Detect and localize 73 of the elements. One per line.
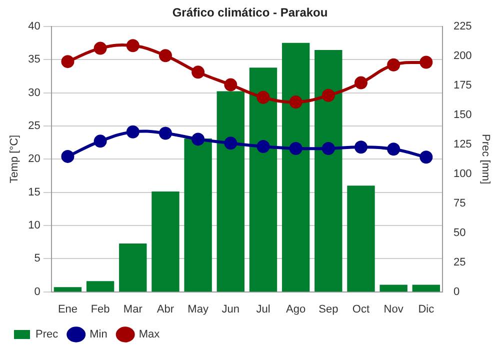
point (420, 56, 433, 69)
y-tick-label: 5 (34, 252, 40, 265)
bar (119, 243, 147, 292)
point (158, 49, 172, 62)
x-tick-label: Ene (58, 303, 78, 316)
y2-tick-label: 225 (453, 20, 472, 32)
x-tick-label: Abr (156, 303, 174, 316)
x-tick-label: May (188, 303, 209, 316)
bar (86, 281, 114, 292)
y2-tick-label: 125 (453, 138, 472, 150)
x-tick-label: Nov (384, 303, 404, 316)
point (289, 96, 302, 109)
y-tick-label: 30 (28, 86, 40, 99)
point (289, 142, 302, 155)
x-tick-label: Dic (418, 303, 435, 316)
bar (216, 91, 244, 292)
x-tick-label: Mar (123, 303, 143, 316)
point (126, 125, 140, 138)
y-tick-label: 35 (28, 54, 40, 66)
x-tick-label: Ago (286, 303, 306, 316)
y-axis-title: Temp [°C] (8, 134, 21, 184)
y2-tick-label: 75 (453, 197, 466, 210)
y-tick-label: 0 (34, 286, 40, 298)
point (192, 66, 205, 79)
y2-axis-title: Prec [mm] (479, 134, 492, 184)
y2-tick-label: 25 (453, 256, 466, 268)
legend-label: Max (138, 328, 160, 341)
bar (249, 68, 278, 292)
x-tick-label: Sep (318, 303, 338, 316)
y2-tick-label: 175 (453, 79, 472, 92)
bar (54, 287, 82, 292)
point (94, 134, 107, 148)
x-tick-label: Jul (256, 303, 270, 316)
point (158, 126, 172, 140)
chart-title: Gráfico climático - Parakou (172, 6, 328, 20)
point (256, 90, 270, 104)
y2-tick-label: 200 (453, 50, 472, 62)
point (126, 39, 140, 52)
point (224, 78, 238, 92)
point (354, 140, 368, 154)
y2-tick-label: 50 (453, 226, 466, 239)
y-tick-label: 25 (28, 120, 40, 132)
bar (412, 284, 440, 292)
bar (314, 50, 342, 292)
point (387, 58, 400, 72)
legend-label: Min (90, 328, 108, 341)
legend-label: Prec (36, 328, 59, 341)
point (322, 88, 335, 102)
y-tick-label: 20 (28, 153, 40, 166)
bar (347, 186, 375, 292)
y-tick-label: 40 (28, 20, 40, 32)
bar (380, 284, 408, 292)
point (322, 142, 335, 155)
point (61, 150, 74, 163)
point (354, 76, 368, 90)
point (256, 140, 270, 153)
y2-tick-label: 100 (453, 168, 472, 180)
y2-tick-label: 0 (453, 286, 460, 298)
point (420, 150, 433, 164)
bar (282, 42, 310, 292)
point (192, 132, 205, 146)
point (61, 55, 74, 68)
point (94, 42, 107, 55)
y2-tick-label: 150 (453, 108, 472, 121)
bar (152, 192, 180, 292)
y-tick-label: 10 (28, 219, 40, 232)
x-tick-label: Jun (222, 303, 240, 316)
bar (184, 138, 212, 292)
x-tick-label: Oct (352, 303, 370, 316)
y-tick-label: 15 (28, 186, 40, 198)
point (224, 136, 238, 150)
point (387, 142, 400, 156)
x-tick-label: Feb (90, 303, 110, 316)
